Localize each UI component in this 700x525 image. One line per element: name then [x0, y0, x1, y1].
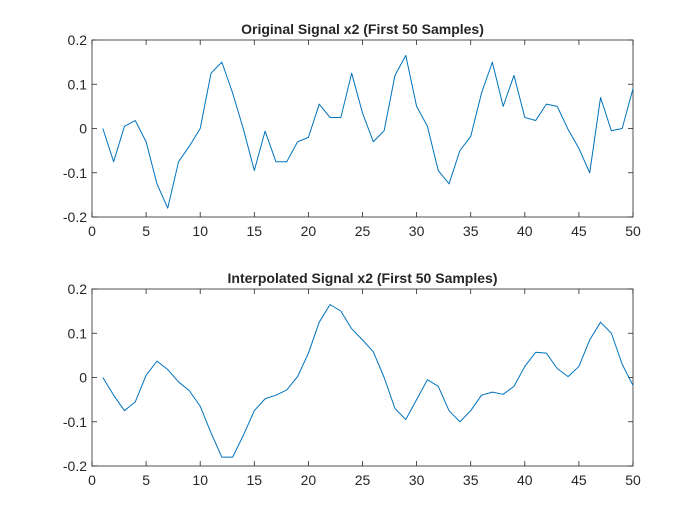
- subplot-original: Original Signal x2 (First 50 Samples) 0 5…: [63, 21, 641, 239]
- series-line: [102, 54, 634, 209]
- x-tick-label: 5: [142, 472, 150, 488]
- x-tick-label: 30: [409, 472, 425, 488]
- series-line: [102, 303, 634, 458]
- subplot-interpolated: Interpolated Signal x2 (First 50 Samples…: [63, 270, 641, 488]
- chart-title: Original Signal x2 (First 50 Samples): [241, 21, 484, 37]
- x-tick-label: 45: [571, 472, 587, 488]
- x-tick-label: 10: [192, 223, 208, 239]
- y-tick-label: 0: [79, 370, 87, 386]
- x-tick-label: 20: [301, 223, 317, 239]
- y-tick-label: 0.2: [68, 281, 88, 297]
- x-tick-label: 35: [463, 472, 479, 488]
- y-tick-label: -0.1: [63, 414, 87, 430]
- y-tick-label: 0.1: [68, 76, 88, 92]
- y-tick-label: -0.2: [63, 209, 87, 225]
- y-tick-label: -0.2: [63, 458, 87, 474]
- x-tick-label: 35: [463, 223, 479, 239]
- y-tick-label: 0.2: [68, 32, 88, 48]
- y-tick-label: 0: [79, 121, 87, 137]
- x-tick-label: 45: [571, 223, 587, 239]
- x-tick-label: 40: [517, 223, 533, 239]
- tick-group: 0 5 10 15 20 25 30 35 40 45 50 -0.2 -0.1 0 0.1 0.2: [63, 281, 641, 488]
- x-tick-label: 15: [247, 472, 263, 488]
- x-tick-label: 20: [301, 472, 317, 488]
- y-tick-label: 0.1: [68, 325, 88, 341]
- x-tick-label: 5: [142, 223, 150, 239]
- x-tick-label: 25: [355, 472, 371, 488]
- x-tick-label: 0: [88, 223, 96, 239]
- x-tick-label: 15: [247, 223, 263, 239]
- x-tick-label: 50: [625, 472, 641, 488]
- axes-frame: [91, 39, 634, 218]
- x-tick-label: 25: [355, 223, 371, 239]
- tick-group: 0 5 10 15 20 25 30 35 40 45 50 -0.2 -0.1 0 0.1 0.2: [63, 32, 641, 239]
- x-tick-label: 50: [625, 223, 641, 239]
- axes-frame: [91, 288, 634, 467]
- x-tick-label: 30: [409, 223, 425, 239]
- x-tick-label: 0: [88, 472, 96, 488]
- chart-title: Interpolated Signal x2 (First 50 Samples…: [228, 270, 498, 286]
- y-tick-label: -0.1: [63, 165, 87, 181]
- x-tick-label: 40: [517, 472, 533, 488]
- x-tick-label: 10: [192, 472, 208, 488]
